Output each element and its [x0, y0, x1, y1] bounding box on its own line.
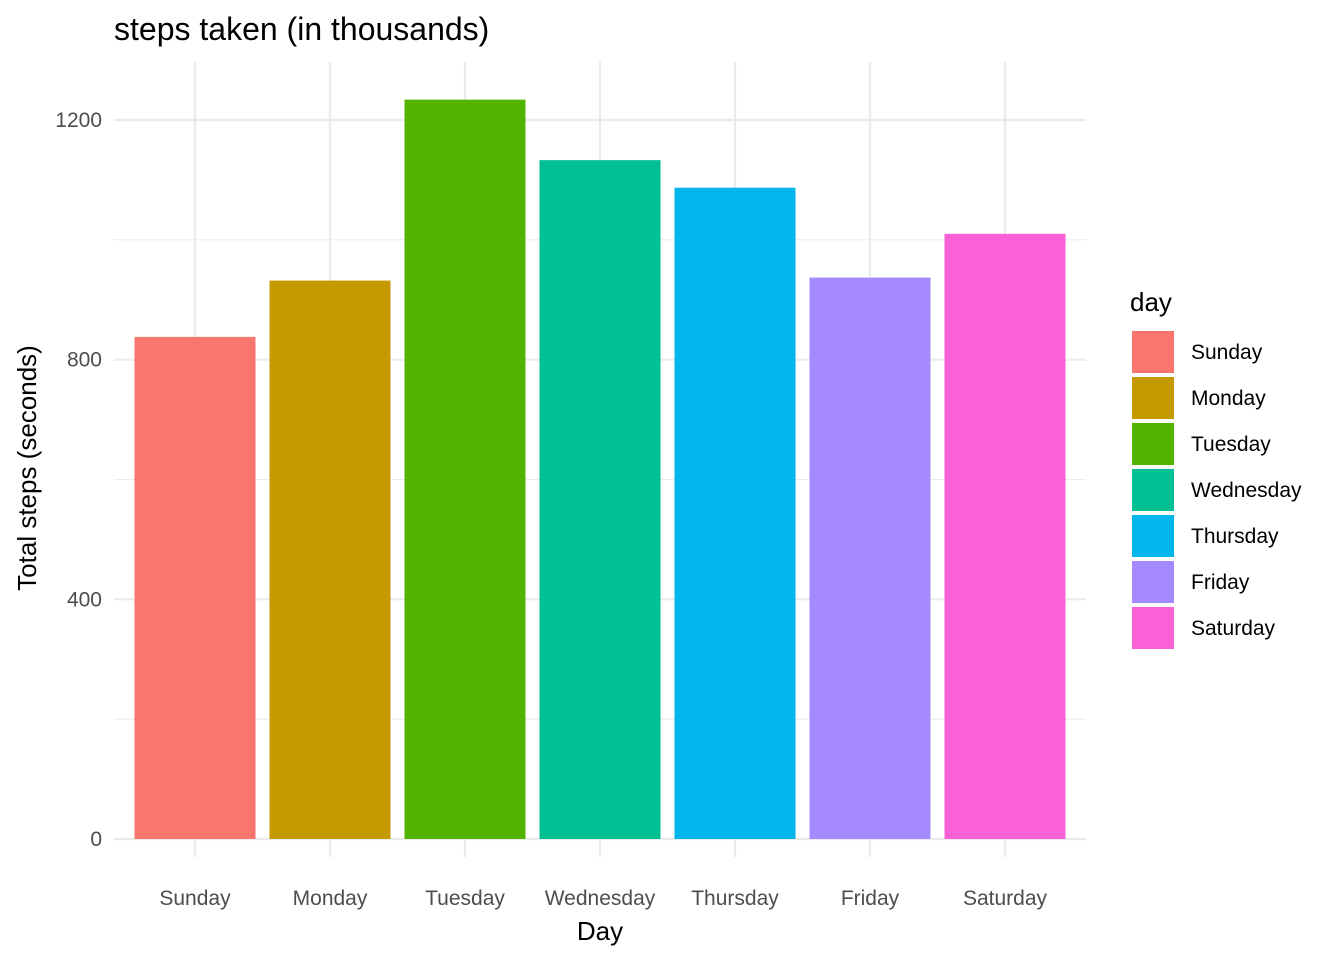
bar-saturday — [944, 233, 1066, 839]
legend: Sunday Monday Tuesday Wednesday Thursday Frid… — [1132, 331, 1302, 649]
x-tick-label: Friday — [841, 887, 900, 910]
y-tick-label: 1200 — [55, 109, 102, 132]
legend-key-tuesday — [1132, 423, 1174, 465]
x-tick-label: Monday — [293, 887, 368, 910]
legend-key-saturday — [1132, 607, 1174, 649]
legend-label: Friday — [1191, 571, 1250, 594]
legend-label: Sunday — [1191, 341, 1263, 364]
x-tick-label: Wednesday — [545, 887, 656, 910]
chart-title: steps taken (in thousands) — [114, 11, 489, 47]
bar-monday — [269, 280, 391, 839]
bar-thursday — [674, 187, 796, 840]
bar-wednesday — [539, 160, 661, 839]
bar-tuesday — [404, 99, 526, 839]
legend-key-monday — [1132, 377, 1174, 419]
y-tick-label: 400 — [67, 588, 102, 611]
legend-label: Thursday — [1191, 525, 1279, 548]
y-axis-title: Total steps (seconds) — [12, 345, 42, 591]
bar-sunday — [134, 336, 256, 839]
x-axis-title: Day — [577, 916, 623, 946]
x-tick-label: Sunday — [159, 887, 231, 910]
bar-layer — [134, 99, 1066, 840]
legend-label: Wednesday — [1191, 479, 1302, 502]
axis-layer: 0 400 800 1200 Sunday Monday Tuesday Wednesday T… — [55, 109, 1047, 910]
x-tick-label: Tuesday — [425, 887, 505, 910]
legend-label: Tuesday — [1191, 433, 1271, 456]
bar-friday — [809, 277, 931, 840]
legend-key-thursday — [1132, 515, 1174, 557]
x-tick-label: Thursday — [691, 887, 779, 910]
legend-label: Saturday — [1191, 617, 1276, 640]
legend-title: day — [1130, 287, 1172, 317]
legend-label: Monday — [1191, 387, 1266, 410]
y-tick-label: 800 — [67, 349, 102, 372]
legend-key-wednesday — [1132, 469, 1174, 511]
y-tick-label: 0 — [90, 828, 102, 851]
legend-key-friday — [1132, 561, 1174, 603]
legend-key-sunday — [1132, 331, 1174, 373]
x-tick-label: Saturday — [963, 887, 1048, 910]
